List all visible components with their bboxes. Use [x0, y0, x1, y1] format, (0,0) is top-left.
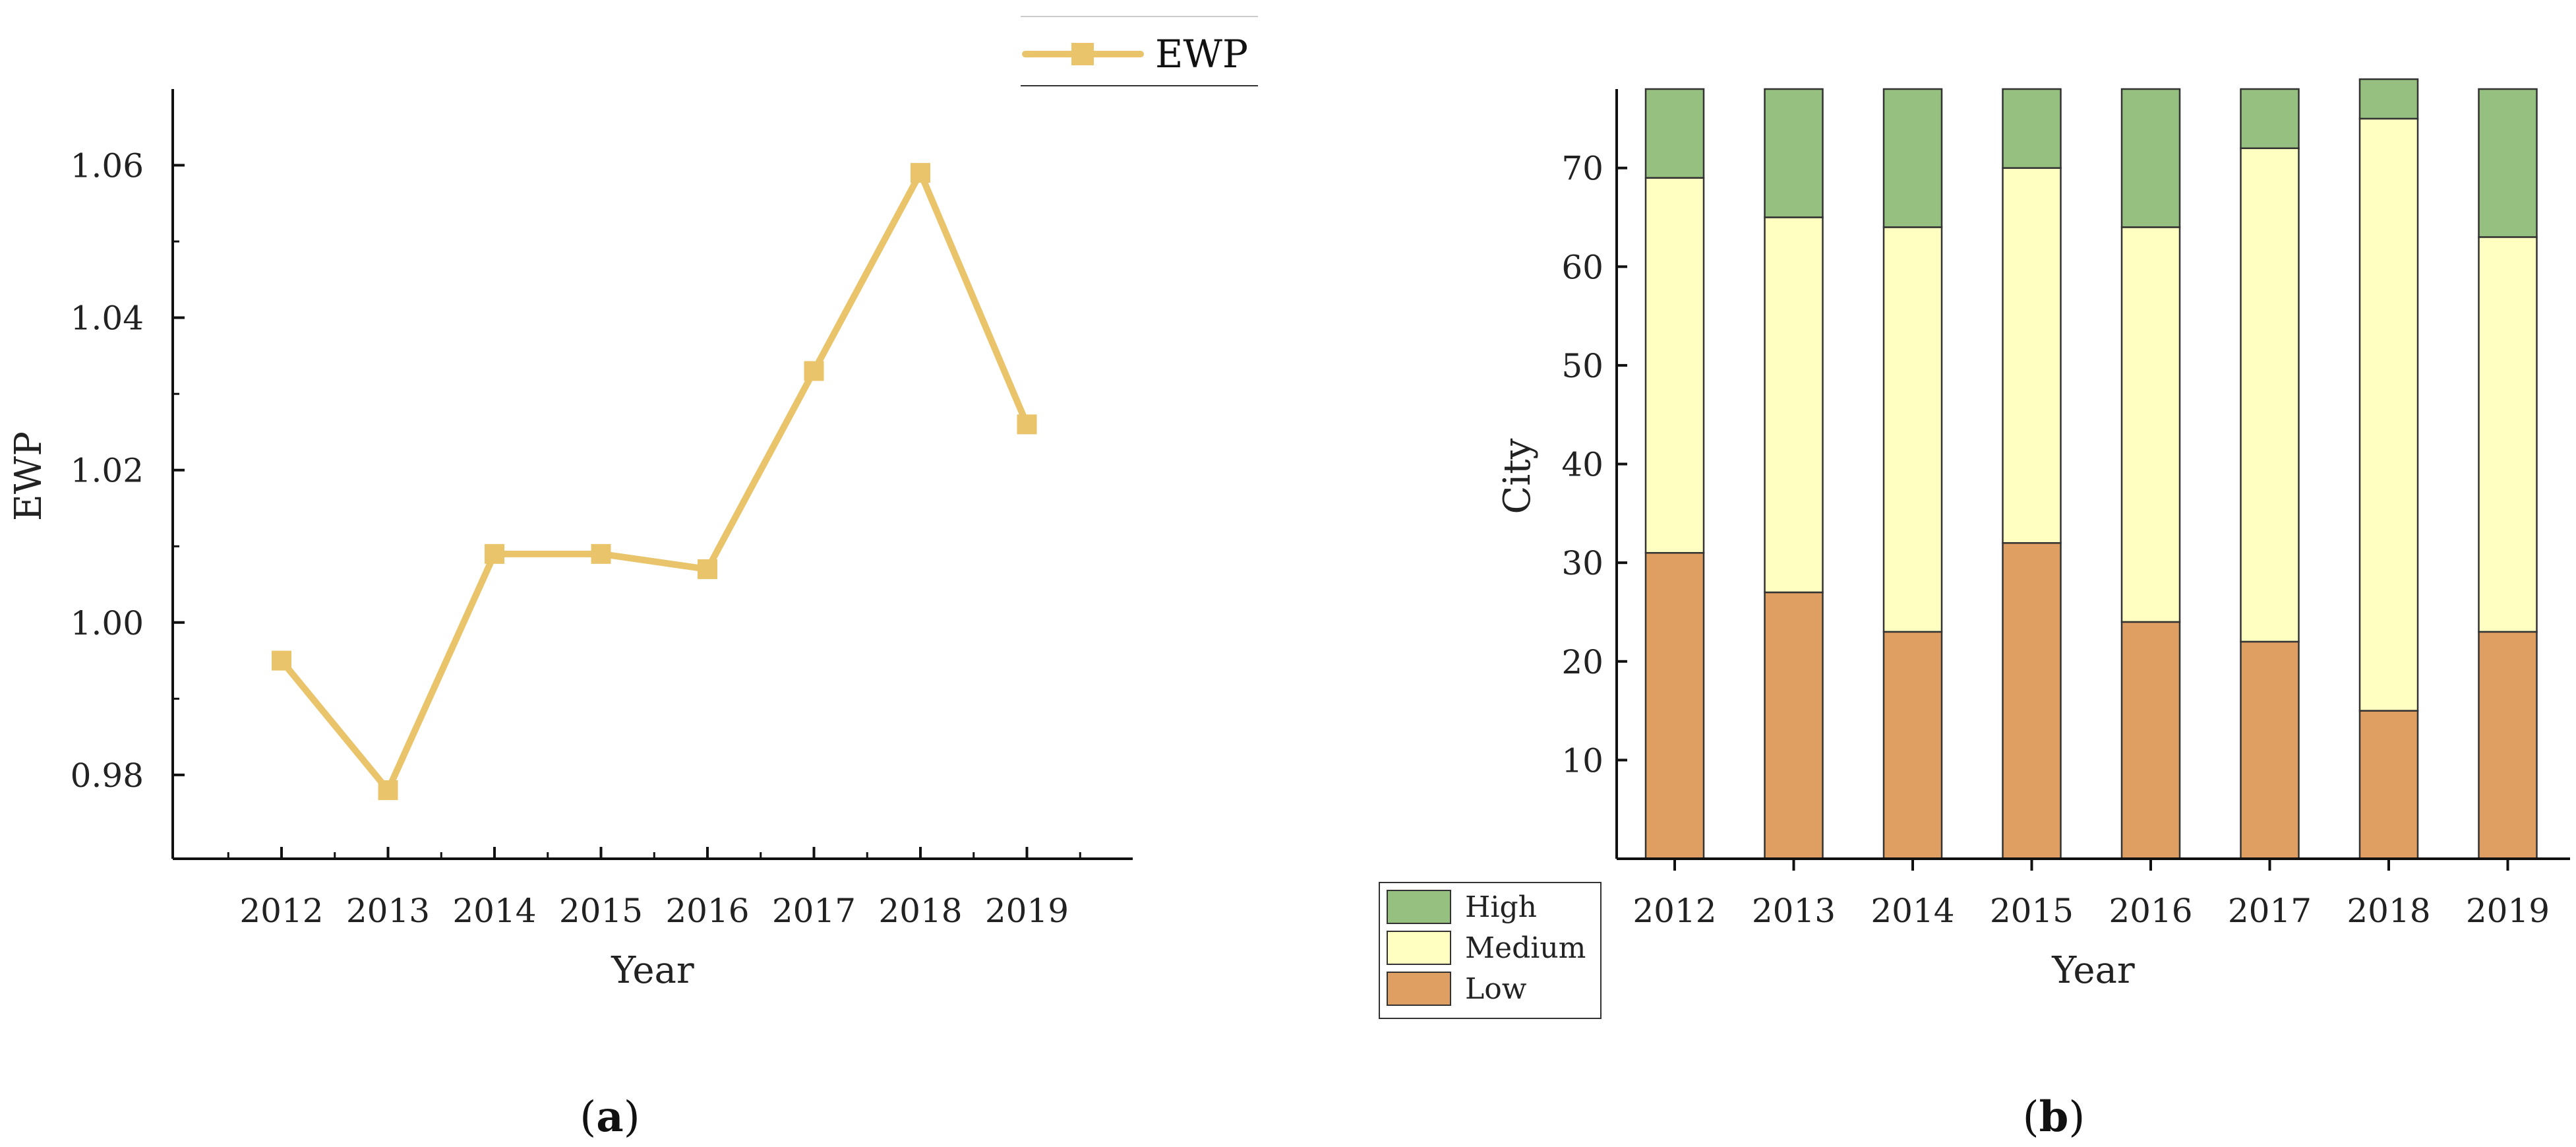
y-tick-label: 1.06 — [71, 147, 144, 185]
bar-segment-high — [2240, 88, 2300, 150]
x-tick-label: 2018 — [2347, 892, 2430, 930]
data-point — [485, 543, 504, 564]
bar-segment-medium — [1644, 177, 1705, 554]
y-tick-label: 20 — [1561, 643, 1603, 681]
y-ticks: 10 20 30 40 50 60 70 — [1561, 150, 1627, 780]
legend-swatch-low — [1387, 972, 1451, 1006]
y-tick-label: 40 — [1561, 446, 1603, 484]
y-tick-label: 10 — [1561, 741, 1603, 780]
bar-segment-medium — [1764, 216, 1824, 594]
panel-caption-a: (a) — [580, 1092, 640, 1142]
x-tick-label: 2016 — [665, 892, 749, 930]
panel-caption-b: (b) — [2023, 1092, 2085, 1142]
bar-segment-high — [2358, 78, 2419, 120]
data-point — [378, 780, 398, 801]
data-point — [804, 361, 824, 381]
bar-segment-low — [2478, 631, 2538, 860]
legend-label-low: Low — [1465, 972, 1527, 1006]
legend-label: EWP — [1155, 32, 1248, 77]
data-point — [1017, 414, 1037, 435]
bar-segment-high — [2478, 88, 2538, 238]
bar-segment-high — [1644, 88, 1705, 179]
x-tick-label: 2012 — [239, 892, 323, 930]
bar-segment-low — [1882, 631, 1943, 860]
x-tick-label: 2018 — [878, 892, 962, 930]
legend: EWP — [1021, 16, 1258, 86]
x-tick-label: 2015 — [1990, 892, 2074, 930]
x-tick-label: 2016 — [2109, 892, 2192, 930]
bar-segment-low — [2120, 621, 2181, 860]
y-tick-label: 1.00 — [71, 604, 144, 642]
bar-segment-medium — [1882, 226, 1943, 633]
bar-segment-low — [1764, 591, 1824, 860]
x-ticks: 2012 2013 2014 2015 2016 2017 2018 2019 — [227, 847, 1081, 930]
bar-segment-low — [2002, 542, 2062, 860]
x-tick-label: 2017 — [772, 892, 856, 930]
y-ticks: 0.98 1.00 1.02 1.04 1.06 — [71, 147, 185, 795]
y-axis-label: EWP — [7, 431, 50, 521]
x-axis-label: Year — [2051, 949, 2135, 992]
bar-segment-high — [1764, 88, 1824, 218]
x-tick-label: 2019 — [985, 892, 1069, 930]
legend-swatch-high — [1387, 890, 1451, 924]
legend-label-medium: Medium — [1465, 931, 1586, 965]
data-point — [911, 163, 930, 183]
x-tick-label: 2013 — [346, 892, 430, 930]
y-tick-label: 1.02 — [71, 452, 144, 490]
y-tick-label: 70 — [1561, 150, 1603, 188]
x-tick-label: 2015 — [559, 892, 643, 930]
bar-segment-high — [2120, 88, 2181, 228]
bar-segment-high — [1882, 88, 1943, 228]
x-tick-label: 2012 — [1632, 892, 1716, 930]
y-tick-label: 60 — [1561, 248, 1603, 286]
legend-swatch-medium — [1387, 931, 1451, 965]
bar-segment-high — [2002, 88, 2062, 169]
y-tick-label: 30 — [1561, 544, 1603, 582]
data-point — [591, 543, 611, 564]
legend-square-marker — [1071, 43, 1094, 65]
y-tick-label: 0.98 — [71, 757, 144, 795]
x-tick-label: 2014 — [1871, 892, 1954, 930]
bar-segment-medium — [2478, 236, 2538, 633]
y-tick-label: 50 — [1561, 347, 1603, 385]
bar-segment-low — [1644, 551, 1705, 860]
x-axis-label: Year — [611, 949, 694, 992]
bar-segment-medium — [2120, 226, 2181, 623]
x-ticks: 2012 2013 2014 2015 2016 2017 2018 2019 — [1632, 859, 2550, 930]
data-point — [272, 650, 291, 671]
series-line — [279, 170, 1031, 794]
bar-segment-medium — [2240, 147, 2300, 643]
bar-segment-low — [2240, 640, 2300, 860]
x-tick-label: 2013 — [1752, 892, 1836, 930]
x-tick-label: 2019 — [2466, 892, 2550, 930]
x-tick-label: 2017 — [2228, 892, 2312, 930]
legend: High Medium Low — [1379, 882, 1602, 1019]
bar-segment-low — [2358, 710, 2419, 860]
bar-segment-medium — [2358, 117, 2419, 712]
y-axis-label: City — [1496, 438, 1539, 514]
ewp-series — [272, 163, 1037, 801]
x-tick-label: 2014 — [452, 892, 536, 930]
panel-a-line-chart: 0.981.001.021.041.06 2012 2013 2014 2015 201… — [7, 16, 1258, 1142]
y-tick-label: 1.04 — [71, 299, 144, 338]
data-point — [698, 559, 717, 579]
legend-label-high: High — [1465, 890, 1537, 924]
stacked-bars — [1644, 78, 2538, 860]
bar-segment-medium — [2002, 167, 2062, 544]
